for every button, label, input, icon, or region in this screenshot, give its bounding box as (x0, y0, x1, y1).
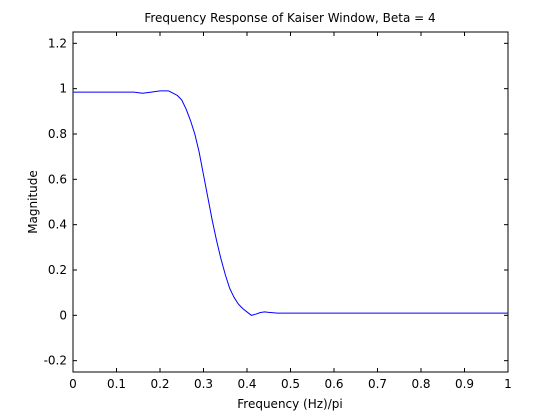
x-tick-label: 0.7 (368, 377, 387, 391)
x-tick-label: 1 (504, 377, 512, 391)
x-tick-label: 0.9 (455, 377, 474, 391)
y-tick-label: 0 (59, 308, 67, 322)
y-tick-label: 0.8 (48, 127, 67, 141)
y-tick-label: 1 (59, 82, 67, 96)
y-tick-label: 0.4 (48, 218, 67, 232)
y-axis-ticks: -0.2 0 0.2 0.4 0.6 0.8 1 1.2 (44, 36, 508, 368)
x-tick-label: 0.2 (150, 377, 169, 391)
y-tick-label: 0.6 (48, 172, 67, 186)
x-tick-label: 0.6 (324, 377, 343, 391)
x-tick-label: 0.3 (194, 377, 213, 391)
y-tick-label: -0.2 (44, 354, 67, 368)
x-tick-label: 0.4 (237, 377, 256, 391)
x-tick-label: 0 (69, 377, 77, 391)
y-axis-label: Magnitude (26, 170, 40, 234)
x-axis-label: Frequency (Hz)/pi (237, 397, 343, 411)
series-layer (73, 90, 508, 316)
y-tick-label: 1.2 (48, 36, 67, 50)
chart-title: Frequency Response of Kaiser Window, Bet… (144, 11, 435, 25)
plot-area (72, 31, 509, 373)
x-tick-label: 0.1 (107, 377, 126, 391)
x-axis-ticks: 0 0.1 0.2 0.3 0.4 0.5 0.6 0.7 0.8 0.9 1 (69, 32, 512, 391)
x-tick-label: 0.5 (281, 377, 300, 391)
series-line-0 (73, 90, 508, 316)
y-tick-label: 0.2 (48, 263, 67, 277)
x-tick-label: 0.8 (411, 377, 430, 391)
